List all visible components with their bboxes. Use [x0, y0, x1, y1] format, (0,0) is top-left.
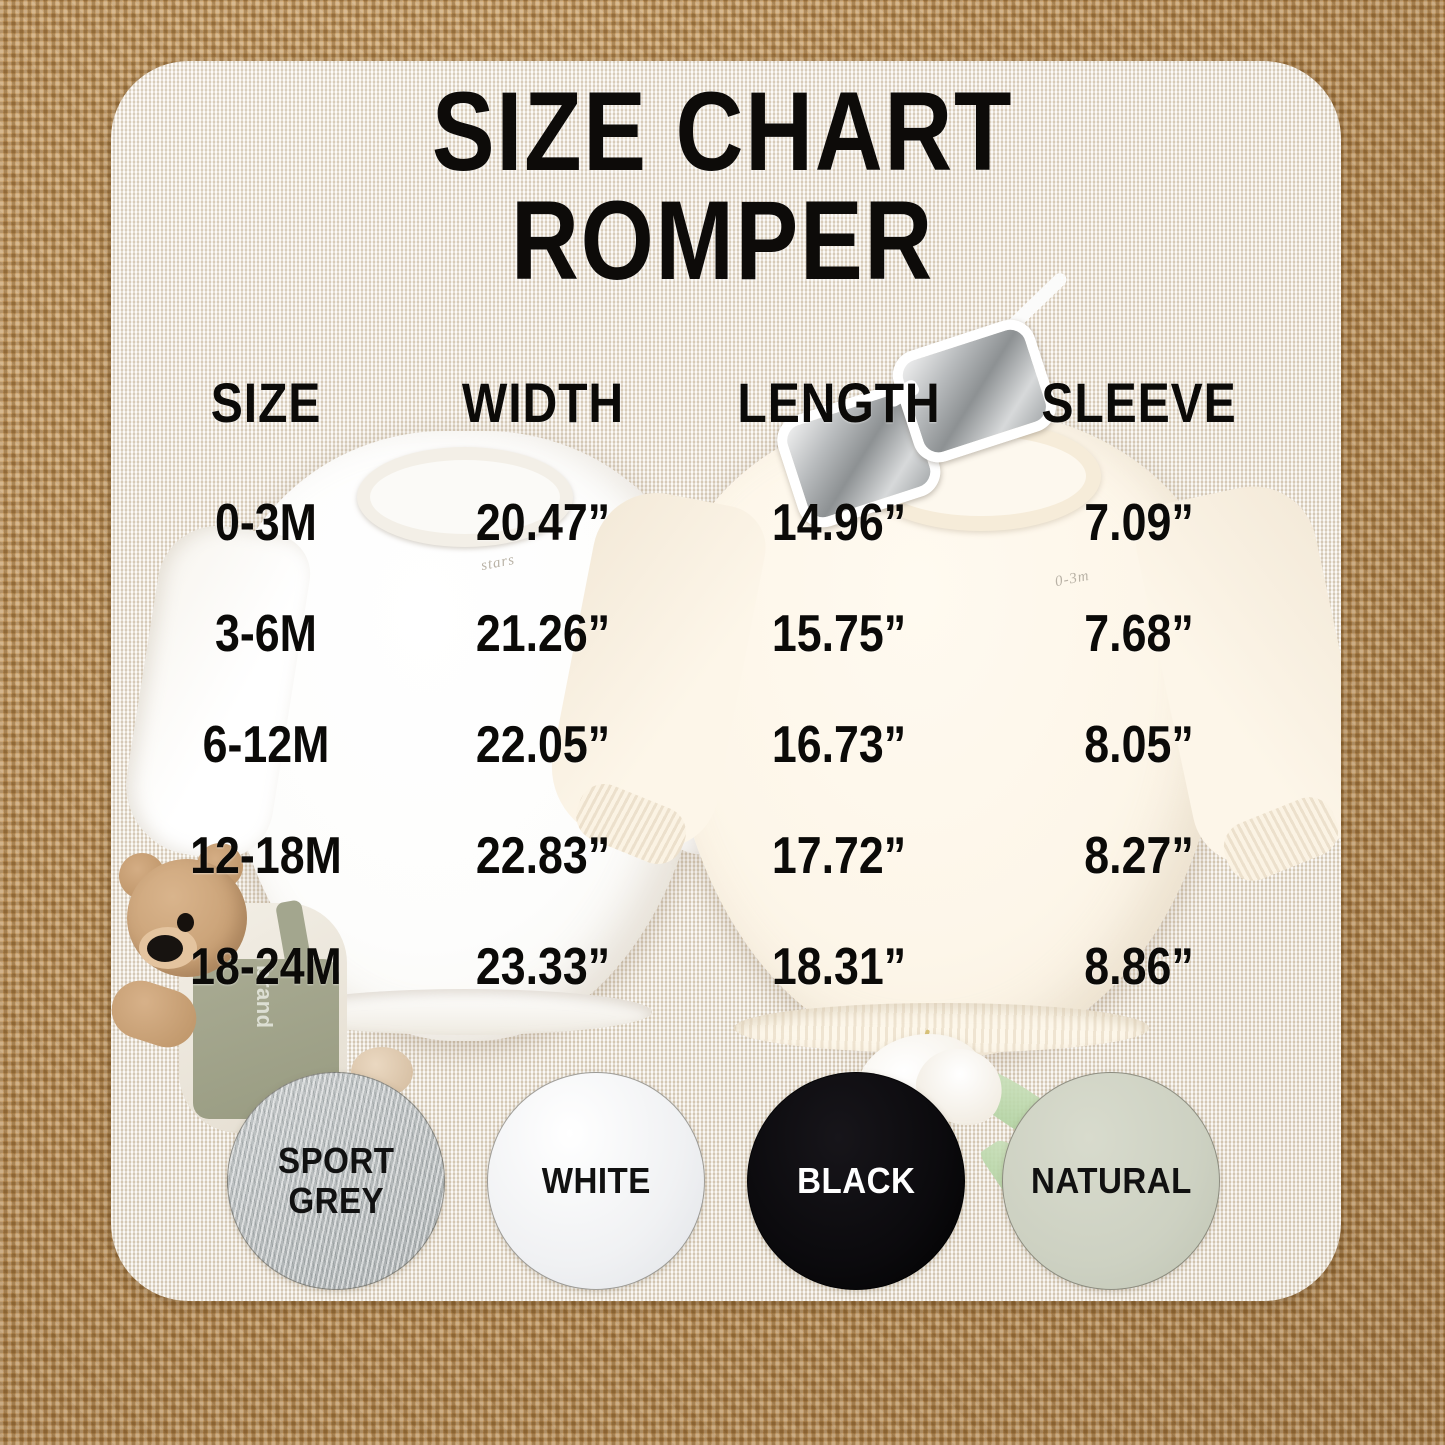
cell-width: 20.47” [475, 494, 611, 552]
cell-length: 16.73” [771, 716, 907, 774]
table-row: 6-12M 22.05” 16.73” 8.05” [135, 715, 1325, 826]
column-header-length: LENGTH [737, 371, 941, 434]
color-swatch-row: SPORT GREY WHITE BLACK NATURAL [0, 1072, 1445, 1302]
swatch-label-line-1: WHITE [541, 1159, 651, 1201]
table-row: 0-3M 20.47” 14.96” 7.09” [135, 493, 1325, 604]
table-row: 3-6M 21.26” 15.75” 7.68” [135, 604, 1325, 715]
swatch-black[interactable]: BLACK [747, 1072, 965, 1290]
title-line-1: SIZE CHART [431, 69, 1014, 194]
cell-sleeve: 8.86” [1084, 938, 1194, 996]
cream-romper-photo: 0-3m [539, 409, 1341, 1057]
swatch-label-line-1: BLACK [796, 1159, 916, 1201]
measurement-table: SIZE WIDTH LENGTH SLEEVE 0-3M 20.47” 14.… [135, 370, 1325, 1048]
swatch-white[interactable]: WHITE [487, 1072, 705, 1290]
cell-size: 0-3M [215, 494, 317, 552]
cell-size: 6-12M [202, 716, 330, 774]
swatch-natural[interactable]: NATURAL [1002, 1072, 1220, 1290]
cell-sleeve: 7.09” [1084, 494, 1194, 552]
card-content-clip: stars 0-3m brand [111, 61, 1341, 1301]
cell-width: 21.26” [475, 605, 611, 663]
cell-size: 3-6M [215, 605, 317, 663]
swatch-label-line-2: GREY [288, 1180, 384, 1221]
column-header-sleeve: SLEEVE [1041, 371, 1237, 434]
cell-length: 15.75” [771, 605, 907, 663]
swatch-label-line-1: NATURAL [1030, 1159, 1192, 1201]
cell-size: 12-18M [190, 827, 342, 885]
cell-size: 18-24M [190, 938, 342, 996]
column-header-width: WIDTH [461, 371, 625, 434]
cell-width: 22.05” [475, 716, 611, 774]
swatch-label: WHITE [541, 1159, 651, 1201]
table-row: 12-18M 22.83” 17.72” 8.27” [135, 826, 1325, 937]
swatch-label: BLACK [796, 1159, 916, 1201]
column-header-size: SIZE [210, 371, 322, 434]
cell-length: 18.31” [771, 938, 907, 996]
swatch-sport-grey[interactable]: SPORT GREY [227, 1072, 445, 1290]
bear-nose [147, 935, 183, 962]
cell-length: 14.96” [771, 494, 907, 552]
swatch-label: SPORT GREY [277, 1139, 395, 1222]
cell-width: 22.83” [475, 827, 611, 885]
swatch-label-line-1: SPORT [277, 1139, 395, 1181]
cell-width: 23.33” [475, 938, 611, 996]
swatch-label: NATURAL [1030, 1159, 1192, 1201]
bear-eye [177, 913, 194, 932]
cell-sleeve: 8.05” [1084, 716, 1194, 774]
cell-sleeve: 8.27” [1084, 827, 1194, 885]
page-title: SIZE CHART ROMPER [116, 76, 1330, 303]
table-header-row: SIZE WIDTH LENGTH SLEEVE [135, 370, 1325, 435]
cell-length: 17.72” [771, 827, 907, 885]
table-row: 18-24M 23.33” 18.31” 8.86” [135, 937, 1325, 1048]
cell-sleeve: 7.68” [1084, 605, 1194, 663]
title-line-2: ROMPER [510, 177, 935, 303]
